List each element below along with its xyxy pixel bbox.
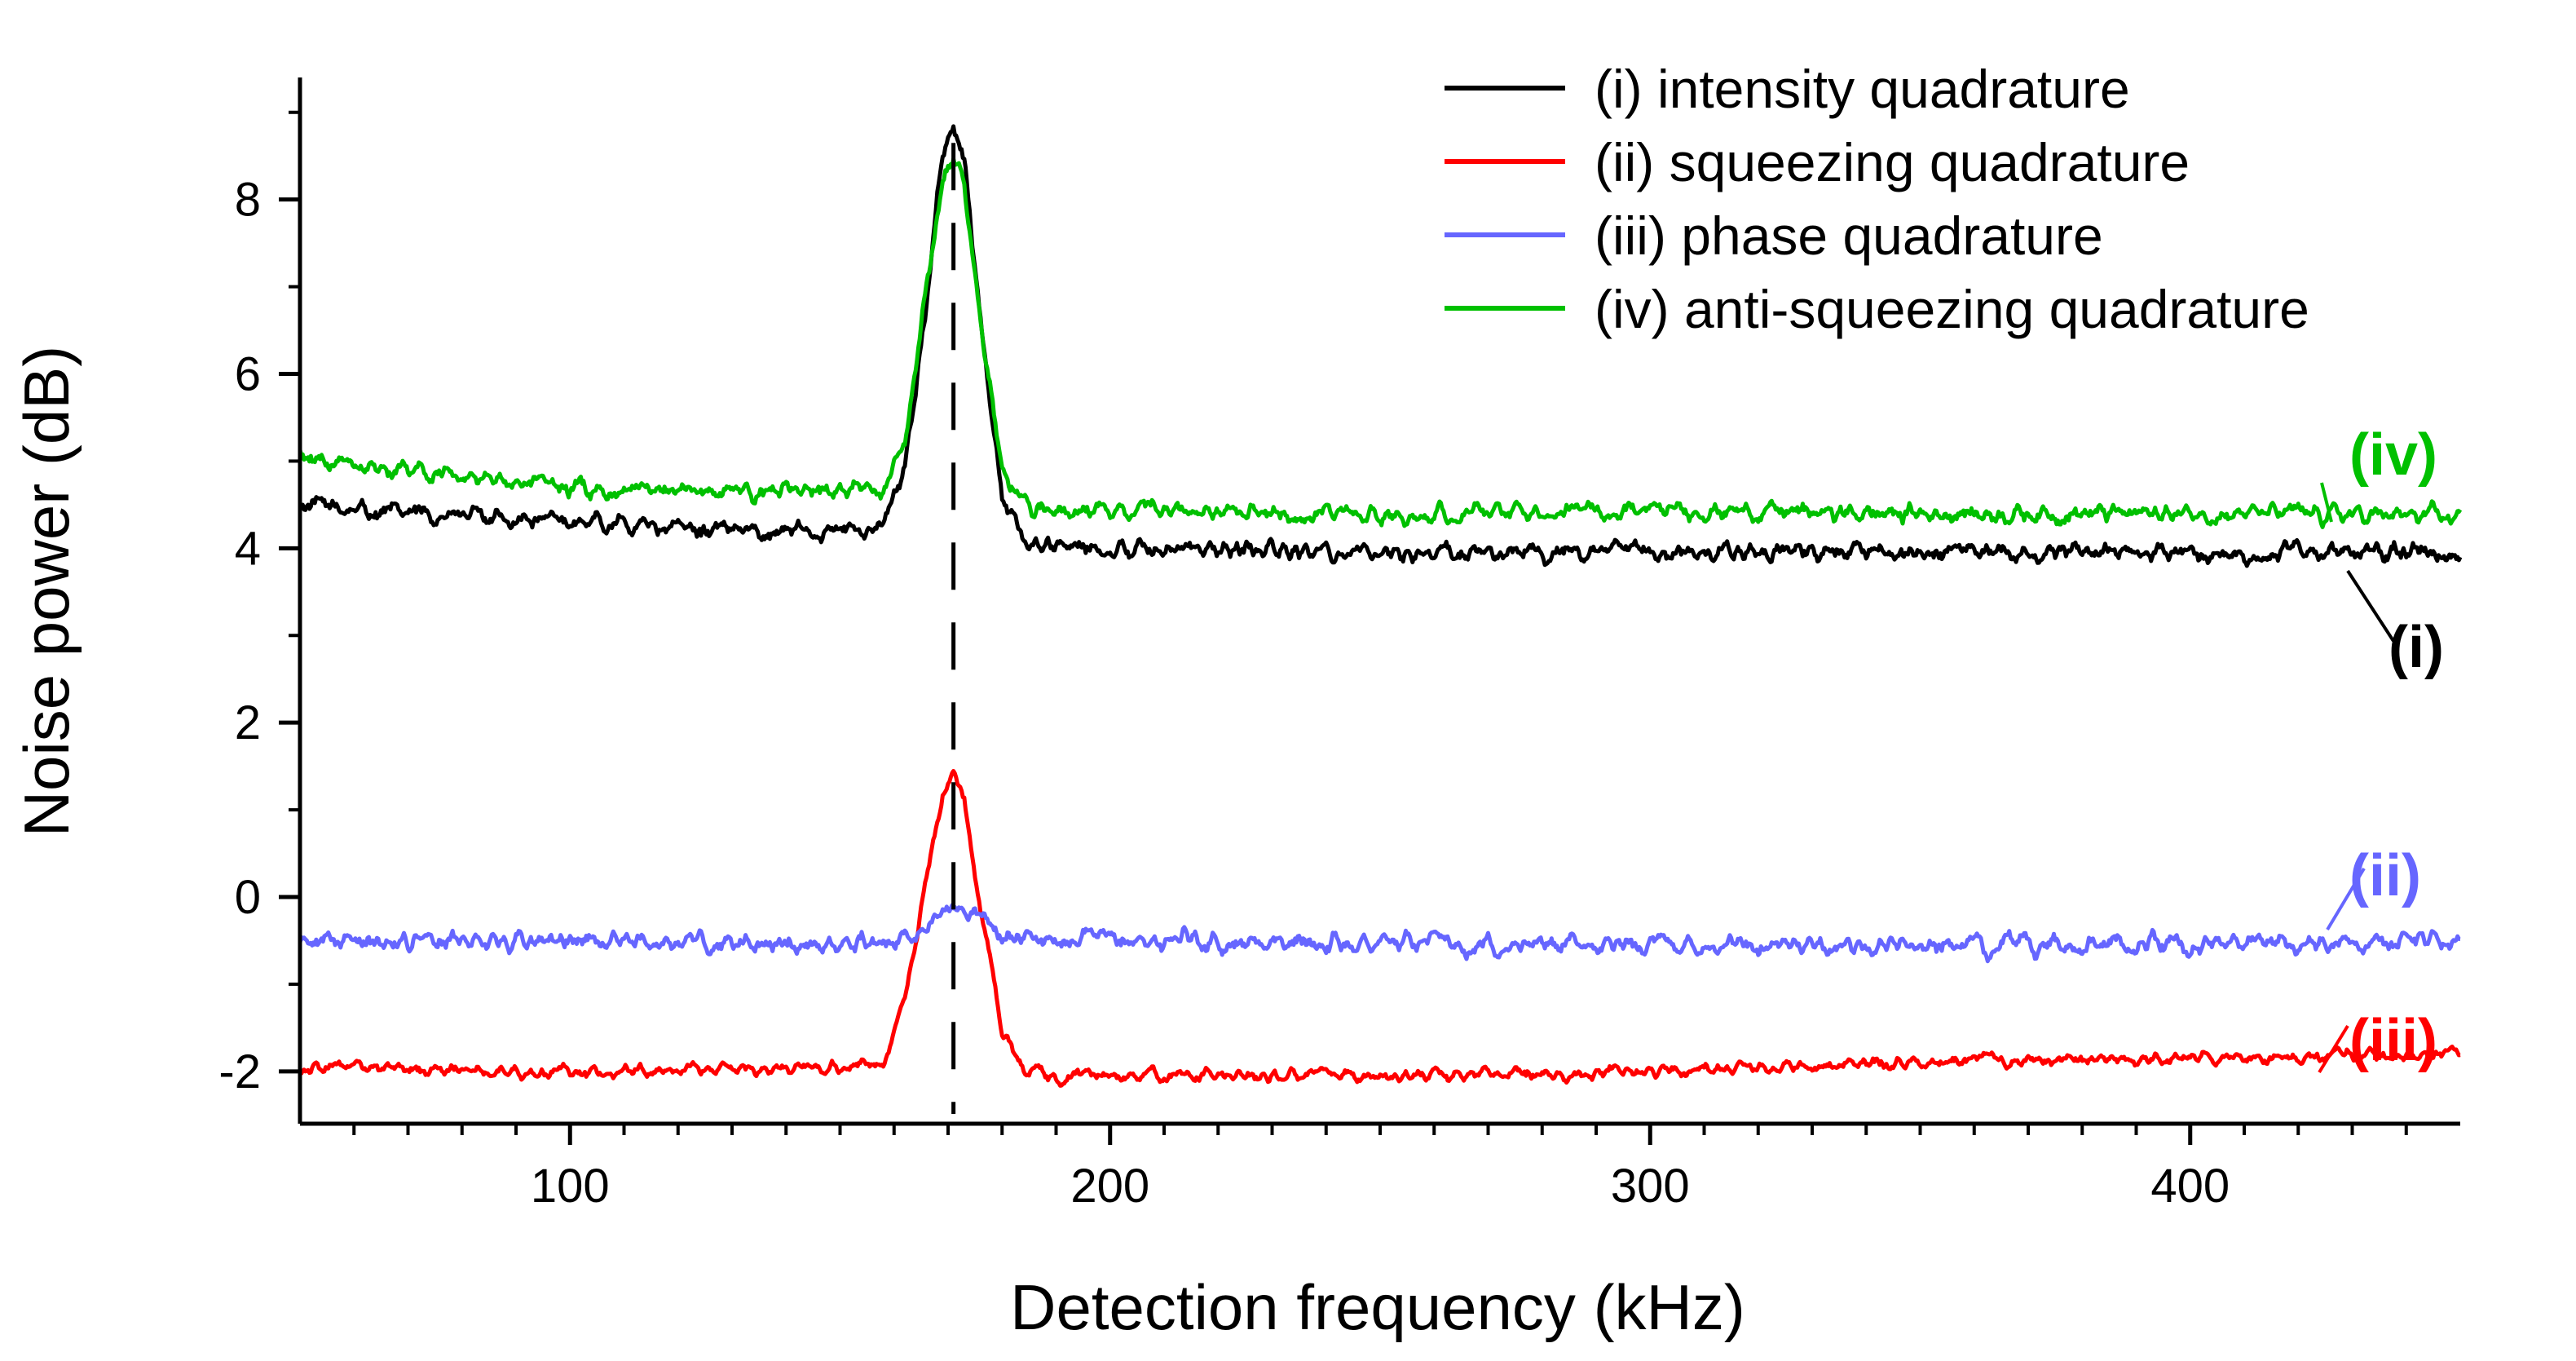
- series-line-i: [298, 124, 2463, 568]
- y-tick-label: -2: [218, 1045, 261, 1098]
- ticks-layer: -2 0 2 4 6 8 100 200 300 400: [218, 110, 2408, 1213]
- legend: (i) intensity quadrature (ii) squeezing q…: [1445, 59, 2309, 339]
- legend-label-i: (i) intensity quadrature: [1595, 59, 2130, 119]
- annotation-label: (iv): [2349, 422, 2437, 488]
- annotation-leader: [2320, 482, 2333, 523]
- legend-label-iii: (iii) phase quadrature: [1595, 205, 2103, 266]
- series-line-iii: [298, 903, 2461, 964]
- y-tick-label: 4: [235, 522, 261, 575]
- annotation-leader: [2326, 867, 2366, 931]
- annotation-leader: [2318, 1024, 2349, 1074]
- annotation-leader: [2346, 569, 2395, 643]
- y-tick-label: 6: [235, 348, 261, 401]
- legend-label-iv: (iv) anti-squeezing quadrature: [1595, 279, 2309, 339]
- y-axis-title: Noise power (dB): [11, 346, 82, 837]
- axes-layer: [298, 77, 2460, 1126]
- y-tick-label: 0: [235, 871, 261, 924]
- legend-label-ii: (ii) squeezing quadrature: [1595, 132, 2190, 192]
- annotations-layer: (iv) (i) (ii) (iii): [2318, 422, 2444, 1074]
- x-tick-label: 300: [1611, 1160, 1690, 1213]
- x-axis-title: Detection frequency (kHz): [1010, 1271, 1745, 1343]
- series-line-iv: [298, 157, 2463, 529]
- y-tick-label: 8: [235, 174, 261, 227]
- x-tick-label: 400: [2150, 1160, 2230, 1213]
- y-tick-label: 2: [235, 696, 261, 749]
- series-layer: [298, 124, 2463, 1088]
- x-tick-label: 100: [531, 1160, 610, 1213]
- annotation-label: (i): [2389, 615, 2444, 680]
- x-tick-label: 200: [1070, 1160, 1149, 1213]
- series-line-ii: [298, 769, 2461, 1088]
- annotation-label: (ii): [2349, 843, 2421, 908]
- annotation-label: (iii): [2349, 1008, 2437, 1073]
